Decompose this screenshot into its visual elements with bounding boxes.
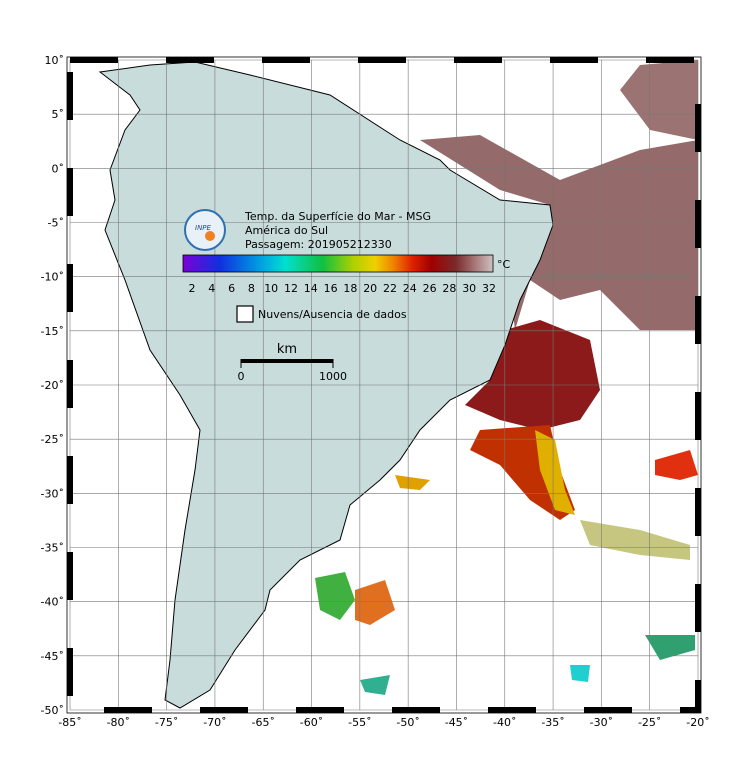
lon-label: -75˚ — [155, 716, 178, 729]
graticule — [69, 59, 699, 711]
lon-label: -85˚ — [58, 716, 81, 729]
lon-label: -25˚ — [638, 716, 661, 729]
lon-label: -50˚ — [396, 716, 419, 729]
logo: INPE — [184, 209, 226, 251]
colorbar-tick-label: 16 — [324, 282, 338, 295]
sst-patch — [580, 520, 690, 560]
sst-patch — [465, 320, 600, 430]
lon-label: -65˚ — [251, 716, 274, 729]
lat-label: -50˚ — [41, 704, 64, 717]
title-line: América do Sul — [245, 224, 328, 237]
colorbar-tick-label: 22 — [383, 282, 397, 295]
lon-label: -70˚ — [203, 716, 226, 729]
sst-patch — [420, 135, 698, 330]
logo-dot — [205, 231, 215, 241]
map-area — [66, 56, 702, 714]
colorbar-tick-label: 28 — [442, 282, 456, 295]
lon-label: -45˚ — [445, 716, 468, 729]
lat-label: -40˚ — [41, 596, 64, 609]
lat-label: 0˚ — [52, 162, 65, 175]
title-line: Temp. da Superfície do Mar - MSG — [244, 210, 431, 223]
lat-label: -30˚ — [41, 487, 64, 500]
scale-unit: km — [277, 342, 297, 357]
sst-patch — [535, 430, 575, 515]
colorbar-tick-label: 20 — [363, 282, 377, 295]
scale-bar — [241, 359, 333, 363]
lon-label: -80˚ — [107, 716, 130, 729]
lon-label: -40˚ — [493, 716, 516, 729]
colorbar-tick-label: 30 — [462, 282, 476, 295]
lat-label: -5˚ — [48, 217, 64, 230]
sst-patch — [620, 60, 698, 140]
colorbar-tick-label: 6 — [228, 282, 235, 295]
lon-label: -60˚ — [300, 716, 323, 729]
colorbar — [182, 254, 494, 273]
colorbar-tick-label: 18 — [343, 282, 357, 295]
colorbar-tick-label: 24 — [403, 282, 417, 295]
lon-label: -20˚ — [686, 716, 709, 729]
colorbar-tick-label: 32 — [482, 282, 496, 295]
lat-label: -20˚ — [41, 379, 64, 392]
lat-label: 10˚ — [45, 54, 65, 67]
sst-patch — [570, 665, 590, 682]
lon-label: -35˚ — [541, 716, 564, 729]
lat-label: 5˚ — [52, 108, 65, 121]
scale-ticks: 0 1000 — [238, 359, 347, 383]
logo-circle — [184, 209, 226, 251]
sst-patch — [355, 580, 395, 625]
colorbar-tick-label: 8 — [248, 282, 255, 295]
lat-label: -25˚ — [41, 433, 64, 446]
sst-patch — [395, 475, 430, 490]
cloud-swatch — [236, 305, 254, 323]
colorbar-unit: °C — [497, 258, 511, 271]
lat-label: -45˚ — [41, 650, 64, 663]
colorbar-tick-label: 10 — [264, 282, 278, 295]
cloud-legend: Nuvens/Ausencia de dados — [258, 308, 407, 321]
lat-label: -35˚ — [41, 542, 64, 555]
sst-patch — [315, 572, 355, 620]
colorbar-ticks: 2 4 6 8 10 12 14 16 18 20 22 24 26 28 30 32 — [189, 282, 497, 295]
scale-tick-label: 1000 — [319, 370, 347, 383]
lon-label: -30˚ — [590, 716, 613, 729]
colorbar-tick-label: 12 — [284, 282, 298, 295]
sst-patch — [655, 450, 698, 480]
logo-text: INPE — [195, 224, 212, 232]
colorbar-tick-label: 4 — [208, 282, 215, 295]
lat-label: -15˚ — [41, 325, 64, 338]
sst-patch — [360, 675, 390, 695]
title-line: Passagem: 201905212330 — [245, 238, 392, 251]
frame-outline — [66, 56, 702, 714]
sst-patch — [645, 635, 695, 660]
colorbar-tick-label: 2 — [189, 282, 196, 295]
lat-label: -10˚ — [41, 271, 64, 284]
colorbar-tick-label: 14 — [304, 282, 318, 295]
axis-labels: -85˚ -80˚ -75˚ -70˚ -65˚ -60˚ -55˚ -50˚ -45˚ -40˚… — [41, 54, 710, 729]
frame — [67, 57, 701, 713]
lon-label: -55˚ — [348, 716, 371, 729]
scale-tick-label: 0 — [238, 370, 245, 383]
colorbar-tick-label: 26 — [423, 282, 437, 295]
